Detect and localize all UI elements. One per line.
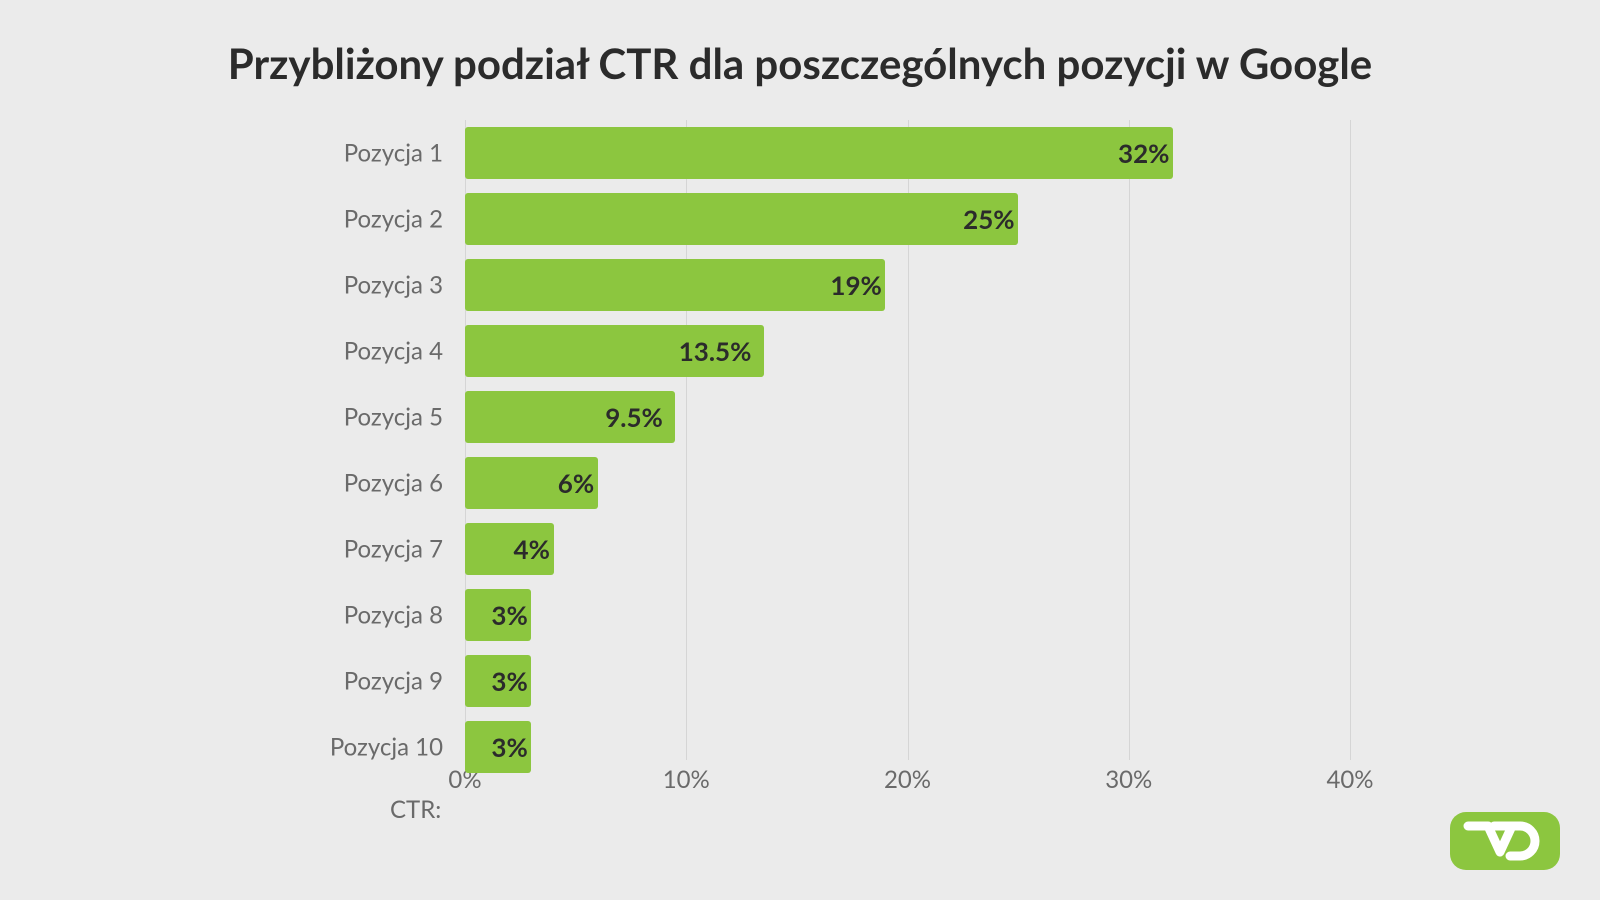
y-category-label: Pozycja 2 — [320, 205, 455, 234]
bar — [465, 193, 1018, 245]
bar-value-label: 13.5% — [679, 335, 752, 367]
bar-value-label: 6% — [558, 467, 594, 499]
bar-value-label: 19% — [830, 269, 881, 301]
bar-row: Pozycja 74% — [465, 516, 1350, 582]
gridline — [1350, 120, 1351, 760]
y-category-label: Pozycja 4 — [320, 337, 455, 366]
plot-area: 0%10%20%30%40%Pozycja 132%Pozycja 225%Po… — [465, 120, 1350, 790]
bar-row: Pozycja 225% — [465, 186, 1350, 252]
bar-value-label: 3% — [491, 599, 527, 631]
bar-value-label: 4% — [514, 533, 550, 565]
y-category-label: Pozycja 3 — [320, 271, 455, 300]
y-category-label: Pozycja 8 — [320, 601, 455, 630]
bar-value-label: 9.5% — [605, 401, 663, 433]
y-category-label: Pozycja 5 — [320, 403, 455, 432]
bar-row: Pozycja 132% — [465, 120, 1350, 186]
bar-value-label: 25% — [963, 203, 1014, 235]
bar-row: Pozycja 59.5% — [465, 384, 1350, 450]
y-category-label: Pozycja 7 — [320, 535, 455, 564]
bar-row: Pozycja 103% — [465, 714, 1350, 780]
bar-row: Pozycja 93% — [465, 648, 1350, 714]
bar-row: Pozycja 413.5% — [465, 318, 1350, 384]
bar — [465, 259, 885, 311]
vd-logo-icon — [1450, 812, 1560, 874]
y-category-label: Pozycja 10 — [320, 733, 455, 762]
x-axis-title: CTR: — [390, 795, 441, 824]
ctr-bar-chart: CTR: 0%10%20%30%40%Pozycja 132%Pozycja 2… — [330, 120, 1350, 820]
y-category-label: Pozycja 1 — [320, 139, 455, 168]
bar — [465, 127, 1173, 179]
bar-row: Pozycja 66% — [465, 450, 1350, 516]
bar-row: Pozycja 83% — [465, 582, 1350, 648]
bar-row: Pozycja 319% — [465, 252, 1350, 318]
bar-value-label: 3% — [491, 731, 527, 763]
bar-value-label: 3% — [491, 665, 527, 697]
bar-value-label: 32% — [1118, 137, 1169, 169]
chart-title: Przybliżony podział CTR dla poszczególny… — [0, 0, 1600, 88]
y-category-label: Pozycja 9 — [320, 667, 455, 696]
y-category-label: Pozycja 6 — [320, 469, 455, 498]
